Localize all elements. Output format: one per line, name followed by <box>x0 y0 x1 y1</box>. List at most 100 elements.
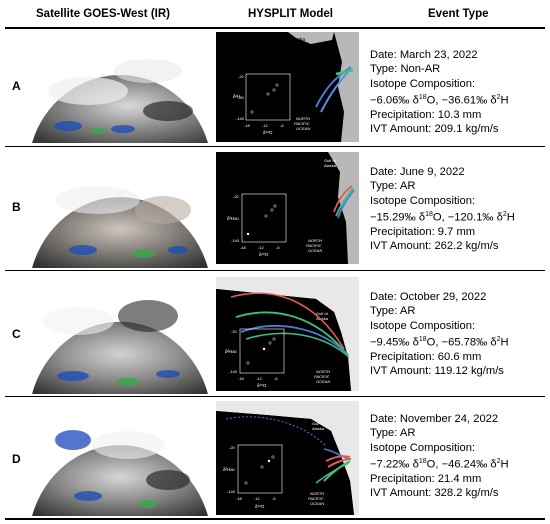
ivt-amount: IVT Amount: 209.1 kg/m/s <box>370 123 499 136</box>
inset-ytick: -140 <box>231 238 240 243</box>
gulf-label-2: Alaska <box>324 163 337 168</box>
inset-ytick: -80 <box>233 216 240 221</box>
event-info-c: Date: October 29, 2022 Type: AR Isotope … <box>370 290 509 379</box>
inset-xtick: -18 <box>238 376 245 381</box>
satellite-image-c <box>32 300 208 394</box>
inset-xtick: -18 <box>244 123 251 128</box>
row-label-c: C <box>12 327 21 341</box>
isotope-title: Isotope Composition: <box>370 77 476 90</box>
inset-xtick: -6 <box>272 496 276 501</box>
inset-xtick: -18 <box>236 496 243 501</box>
gulf-label-2: Alaska <box>312 426 325 431</box>
inset-ytick: -140 <box>229 369 238 374</box>
bottom-rule <box>5 518 545 520</box>
hysplit-map-d: Gulf of Alaska NORTH PACIFIC OCEAN δ²H -… <box>216 401 359 515</box>
row-label-a: A <box>12 79 21 93</box>
event-info-b: Date: June 9, 2022 Type: AR Isotope Comp… <box>370 165 515 254</box>
isotope-title: Isotope Composition: <box>370 194 476 207</box>
divider-bc <box>5 270 545 271</box>
ivt-amount: IVT Amount: 119.12 kg/m/s <box>370 365 504 378</box>
precipitation: Precipitation: 60.6 mm <box>370 350 482 363</box>
inset-ytick: -80 <box>229 467 236 472</box>
satellite-image-a <box>32 59 208 143</box>
inset-xtick: -12 <box>256 376 263 381</box>
isotope-values: −9.45‰ δ18O, −65.78‰ δ2H <box>370 335 509 349</box>
isotope-values: −7.22‰ δ18O, −46.24‰ δ2H <box>370 457 509 471</box>
ocean-label-3: OCEAN <box>310 501 324 506</box>
gulf-label-2: Alaska <box>316 316 329 321</box>
event-type: Type: Non-AR <box>370 63 441 76</box>
inset-ylabel: δ²H <box>225 349 232 354</box>
inset-ytick: -20 <box>238 74 245 79</box>
inset-ytick: -140 <box>236 116 245 121</box>
inset-ytick: -140 <box>227 489 236 494</box>
event-type: Type: AR <box>370 305 416 318</box>
top-rule <box>5 27 545 29</box>
ocean-label-3: OCEAN <box>308 248 322 253</box>
inset-xtick: -12 <box>254 496 261 501</box>
row-label-d: D <box>12 452 21 466</box>
precipitation: Precipitation: 9.7 mm <box>370 225 476 238</box>
isotope-inset-d <box>237 444 283 494</box>
inset-xlabel: δ¹⁸O <box>259 252 269 257</box>
divider-cd <box>5 396 545 397</box>
divider-ab <box>5 146 545 147</box>
event-date: Date: October 29, 2022 <box>370 291 487 303</box>
inset-xtick: -6 <box>280 123 284 128</box>
inset-ylabel: δ²H <box>233 94 240 99</box>
ocean-label-2: PACIFIC <box>314 374 330 379</box>
ocean-label-3: OCEAN <box>316 379 330 384</box>
inset-xlabel: δ¹⁸O <box>263 130 273 135</box>
event-info-a: Date: March 23, 2022 Type: Non-AR Isotop… <box>370 48 509 137</box>
inset-ylabel: δ²H <box>223 467 230 472</box>
event-type: Type: AR <box>370 180 416 193</box>
ocean-label-1: NORTH <box>316 369 330 374</box>
event-date: Date: March 23, 2022 <box>370 49 478 61</box>
isotope-title: Isotope Composition: <box>370 441 476 454</box>
event-date: Date: November 24, 2022 <box>370 413 499 425</box>
isotope-inset-c <box>239 328 285 374</box>
inset-ytick: -20 <box>233 194 240 199</box>
ocean-label-1: NORTH <box>308 238 322 243</box>
inset-ytick: -80 <box>231 349 238 354</box>
inset-xtick: -18 <box>240 245 247 250</box>
ocean-label-2: PACIFIC <box>294 121 310 126</box>
ocean-label-1: NORTH <box>296 116 310 121</box>
row-label-b: B <box>12 200 21 214</box>
ivt-amount: IVT Amount: 328.2 kg/m/s <box>370 487 499 500</box>
isotope-inset-b <box>241 193 287 243</box>
hysplit-map-b: Gulf of Alaska NORTH PACIFIC OCEAN δ²H -… <box>216 152 359 264</box>
hysplit-map-c: Gulf of Alaska NORTH PACIFIC OCEAN δ²H -… <box>216 277 359 391</box>
isotope-title: Isotope Composition: <box>370 319 476 332</box>
map-label-alaska: Alaska <box>290 37 305 43</box>
isotope-values: −15.29‰ δ18O, −120.1‰ δ2H <box>370 210 515 224</box>
header-event: Event Type <box>428 8 489 20</box>
inset-ylabel: δ²H <box>227 216 234 221</box>
ocean-label-2: PACIFIC <box>308 496 324 501</box>
header-satellite: Satellite GOES-West (IR) <box>36 8 170 20</box>
inset-ytick: -20 <box>231 329 238 334</box>
ocean-label-3: OCEAN <box>296 126 310 131</box>
inset-xlabel: δ¹⁸O <box>257 383 267 388</box>
inset-ytick: -20 <box>229 445 236 450</box>
gulf-label-1: Gulf of <box>312 421 325 426</box>
gulf-label-1: Gulf of <box>316 311 329 316</box>
inset-ytick: -80 <box>238 95 245 100</box>
precipitation: Precipitation: 10.3 mm <box>370 108 482 121</box>
gulf-label-1: Gulf of <box>324 158 337 163</box>
inset-xtick: -12 <box>262 123 269 128</box>
event-info-d: Date: November 24, 2022 Type: AR Isotope… <box>370 412 509 501</box>
satellite-image-d <box>32 430 208 516</box>
event-type: Type: AR <box>370 427 416 440</box>
satellite-image-b <box>32 186 208 268</box>
inset-xlabel: δ¹⁸O <box>255 504 265 509</box>
ivt-amount: IVT Amount: 262.2 kg/m/s <box>370 240 499 253</box>
precipitation: Precipitation: 21.4 mm <box>370 472 482 485</box>
ocean-label-1: NORTH <box>310 491 324 496</box>
inset-xtick: -12 <box>258 245 265 250</box>
header-model: HYSPLIT Model <box>248 8 333 20</box>
inset-xtick: -6 <box>274 376 278 381</box>
isotope-inset-a <box>245 73 291 121</box>
ocean-label-2: PACIFIC <box>306 243 322 248</box>
inset-xtick: -6 <box>276 245 280 250</box>
